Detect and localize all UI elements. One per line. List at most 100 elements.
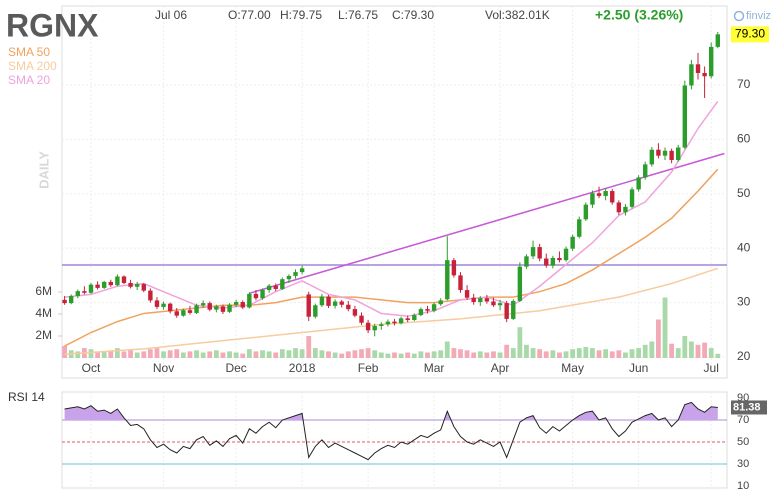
volume-bar bbox=[253, 351, 259, 358]
volume-bar bbox=[293, 348, 298, 358]
volume: Vol:382.01K bbox=[485, 8, 550, 22]
candle-body bbox=[557, 257, 562, 261]
candle-body bbox=[491, 301, 496, 306]
candle-body bbox=[478, 298, 483, 303]
volume-bar bbox=[392, 352, 397, 358]
price-panel bbox=[61, 5, 728, 379]
candle-body bbox=[537, 247, 542, 259]
volume-bar bbox=[365, 348, 371, 358]
candle-body bbox=[75, 291, 80, 297]
volume-bar bbox=[134, 352, 140, 358]
low: L:76.75 bbox=[338, 8, 378, 22]
volume-bar bbox=[517, 327, 523, 358]
candle-body bbox=[511, 300, 516, 319]
volume-bar bbox=[444, 341, 450, 358]
candle-body bbox=[299, 268, 305, 273]
volume-bar bbox=[425, 352, 430, 358]
candle-body bbox=[418, 309, 424, 316]
candle-body bbox=[643, 164, 648, 178]
candle-body bbox=[405, 318, 410, 320]
rsi-line bbox=[64, 401, 718, 461]
volume-bar bbox=[385, 353, 391, 358]
legend-entry: SMA 20 bbox=[8, 73, 50, 87]
y-tick-label: 70 bbox=[737, 414, 749, 426]
rsi-last-box bbox=[731, 400, 767, 415]
candle-body bbox=[365, 322, 371, 331]
trendline bbox=[249, 152, 725, 295]
candle-body bbox=[220, 306, 226, 312]
candle-body bbox=[649, 149, 655, 165]
candle-body bbox=[656, 149, 661, 156]
candle-body bbox=[504, 303, 509, 319]
x-tick-label: May bbox=[561, 361, 584, 375]
candle-body bbox=[214, 306, 219, 310]
ticker: RGNX bbox=[6, 7, 99, 43]
volume-bar bbox=[174, 349, 180, 358]
candle-body bbox=[550, 257, 556, 266]
volume-bar bbox=[167, 350, 173, 358]
candle-body bbox=[385, 321, 391, 325]
volume-bar bbox=[504, 344, 510, 358]
volume-bar bbox=[339, 353, 345, 358]
volume-bar bbox=[227, 351, 232, 358]
candle-body bbox=[715, 34, 721, 47]
candle-body bbox=[702, 72, 707, 77]
volume-bar bbox=[246, 349, 252, 358]
x-tick-label: Jul bbox=[704, 361, 719, 375]
candle-body bbox=[484, 298, 490, 302]
rsi-title: RSI 14 bbox=[8, 390, 45, 404]
candle-body bbox=[379, 324, 384, 326]
candle-body bbox=[174, 311, 179, 316]
x-tick-label: Feb bbox=[358, 361, 379, 375]
volume-bar bbox=[312, 348, 318, 358]
volume-bar bbox=[359, 349, 364, 358]
volume-bar bbox=[477, 351, 483, 358]
volume-bar bbox=[306, 336, 312, 358]
x-tick-label: 2018 bbox=[289, 361, 316, 375]
candle-body bbox=[398, 318, 404, 324]
volume-bar bbox=[411, 353, 417, 358]
volume-bar bbox=[464, 350, 470, 358]
candle-body bbox=[451, 260, 457, 276]
candle-body bbox=[610, 191, 615, 203]
x-tick-label: Nov bbox=[153, 361, 174, 375]
volume-tick-label: 6M bbox=[35, 284, 52, 298]
volume-tick-label: 2M bbox=[35, 328, 52, 342]
volume-bar bbox=[609, 351, 615, 358]
candle-body bbox=[95, 284, 100, 288]
candle-body bbox=[471, 297, 476, 303]
volume-bar bbox=[491, 351, 496, 358]
volume-bar bbox=[543, 351, 549, 358]
y-tick-label: 20 bbox=[737, 349, 751, 363]
candle-body bbox=[590, 193, 595, 205]
candle-body bbox=[319, 296, 325, 306]
candle-body bbox=[247, 293, 252, 308]
candle-body bbox=[194, 305, 199, 313]
candle-body bbox=[596, 193, 602, 196]
logo-icon bbox=[733, 10, 745, 22]
candle-body bbox=[352, 309, 358, 316]
volume-bar bbox=[458, 349, 463, 358]
candle-body bbox=[68, 296, 74, 304]
high: H:79.75 bbox=[280, 8, 322, 22]
volume-bar bbox=[240, 353, 246, 358]
candle-body bbox=[497, 303, 503, 306]
volume-bar bbox=[596, 350, 602, 358]
candle-body bbox=[458, 275, 463, 291]
volume-bar bbox=[286, 350, 292, 358]
volume-bar bbox=[194, 350, 199, 358]
y-tick-label: 60 bbox=[737, 132, 751, 146]
candle-body bbox=[669, 150, 674, 161]
volume-bar bbox=[451, 348, 457, 358]
candle-body bbox=[577, 219, 582, 237]
y-tick-label: 30 bbox=[737, 458, 749, 470]
volume-bar bbox=[471, 352, 477, 358]
candle-body bbox=[464, 290, 470, 298]
candle-body bbox=[570, 236, 575, 249]
volume-bar bbox=[510, 348, 516, 358]
y-tick-label: 70 bbox=[737, 77, 751, 91]
candle-body bbox=[101, 281, 107, 288]
volume-bar bbox=[576, 348, 582, 358]
legend-entry: SMA 50 bbox=[8, 45, 50, 59]
